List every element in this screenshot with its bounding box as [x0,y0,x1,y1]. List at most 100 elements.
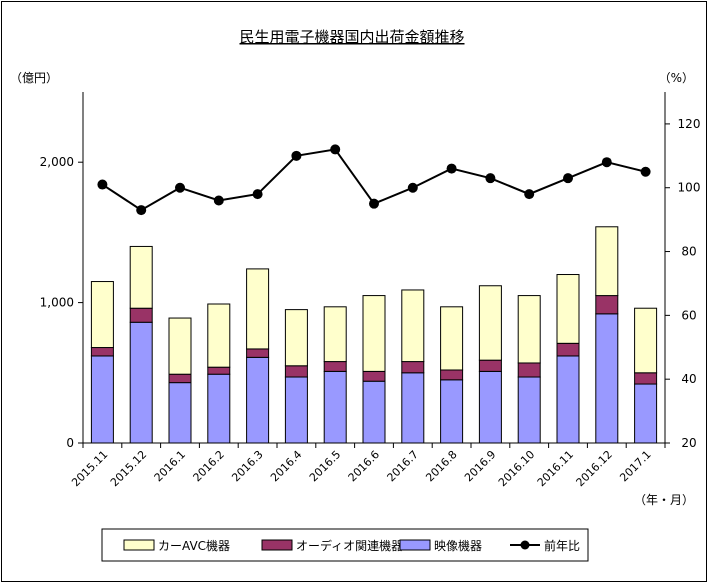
ratio-point [175,182,185,193]
ratio-point [369,198,379,209]
bar-segment-video [595,313,619,444]
bars [90,226,658,444]
ratio-point [252,189,263,200]
bar-segment-audio [634,372,658,385]
bar-segment-car-avc [401,289,425,363]
bar-segment-audio [168,373,192,384]
bar-segment-audio [284,365,308,378]
x-tick-label: 2016.3 [229,448,265,484]
bar-segment-car-avc [90,281,114,349]
right-tick-label: 120 [678,117,701,131]
x-tick-label: 2016.8 [423,448,459,484]
ratio-point [446,163,457,174]
x-tick-label: 2015.11 [69,448,110,489]
ratio-point [330,144,341,155]
bar-segment-audio [90,347,114,357]
bar-segment-car-avc [478,285,502,361]
bar-segment-audio [556,342,580,357]
left-tick-label: 2,000 [40,155,74,169]
right-tick-label: 60 [681,308,696,322]
ratio-point [407,182,418,193]
bar-segment-car-avc [284,309,308,367]
bar-segment-audio [246,348,270,358]
bar-segment-video [90,355,114,444]
bar-segment-audio [440,369,464,381]
bar-segment-audio [517,362,541,378]
bar-segment-video [323,370,347,444]
x-tick-label: 2016.1 [152,448,188,484]
legend-label: 映像機器 [434,538,482,553]
ratio-point [291,150,302,161]
bar-segment-car-avc [207,303,231,368]
legend-label: カーAVC機器 [158,538,230,553]
bar-segment-video [284,376,308,444]
bar-segment-audio [129,307,153,323]
x-tick-label: 2016.9 [462,448,498,484]
bar-segment-video [478,370,502,444]
legend-swatch [123,539,155,551]
x-tick-label: 2016.2 [191,448,227,484]
x-tick-label: 2015.12 [108,448,149,489]
legend-swatch [261,539,293,551]
x-tick-label: 2016.5 [307,448,343,484]
ratio-point [563,173,573,184]
legend-box [101,528,589,562]
ratio-point [97,179,108,190]
ratio-point [640,166,651,177]
ratio-point [601,157,612,168]
ratio-point [213,195,224,206]
ratio-point [485,173,496,184]
bar-segment-car-avc [168,317,192,375]
legend-label: オーディオ関連機器 [296,538,403,553]
x-tick-label: 2016.12 [574,448,615,489]
bar-segment-car-avc [362,295,386,372]
bar-segment-car-avc [634,307,658,374]
bar-segment-video [440,379,464,444]
x-axis-unit-label: （年・月） [634,493,694,507]
bar-segment-audio [478,359,502,372]
bar-segment-audio [207,366,231,375]
bar-segment-video [634,383,658,444]
chart-title: 民生用電子機器国内出荷金額推移 [239,28,464,46]
x-tick-label: 2017.1 [617,448,653,484]
bar-segment-audio [595,295,619,315]
x-tick-label: 2016.7 [385,448,421,484]
legend-swatch [399,539,431,551]
ratio-point [524,189,535,200]
x-tick-label: 2016.11 [535,448,576,489]
x-tick-label: 2016.4 [268,448,304,484]
ratio-point [136,205,147,216]
legend: カーAVC機器 オーディオ関連機器 映像機器 前年比 [101,528,589,562]
bar-segment-video [129,321,153,444]
bar-segment-video [207,373,231,444]
bar-segment-audio [323,361,347,372]
bar-segment-video [517,376,541,444]
bar-segment-video [401,372,425,444]
left-axis-unit-label: （億円） [10,71,58,85]
legend-point-marker [520,540,530,550]
right-tick-label: 100 [678,181,701,195]
bar-segment-video [362,380,386,444]
bar-segment-car-avc [517,295,541,364]
right-tick-label: 40 [681,372,696,386]
ratio-line-series [97,144,651,216]
right-tick-label: 80 [681,245,696,259]
bar-segment-car-avc [246,268,270,350]
bar-segment-car-avc [556,274,580,344]
left-tick-label: 0 [66,436,74,450]
left-tick-label: 1,000 [40,296,74,310]
bar-segment-car-avc [440,306,464,371]
bar-segment-car-avc [323,306,347,363]
bar-segment-audio [362,370,386,382]
x-tick-label: 2016.6 [346,448,382,484]
bar-segment-car-avc [129,245,153,309]
right-tick-label: 20 [681,436,696,450]
x-tick-label: 2016.10 [496,448,537,489]
right-axis-unit-label: （%） [659,71,694,85]
bar-segment-video [168,382,192,444]
legend-label: 前年比 [544,538,580,553]
bar-segment-audio [401,361,425,374]
